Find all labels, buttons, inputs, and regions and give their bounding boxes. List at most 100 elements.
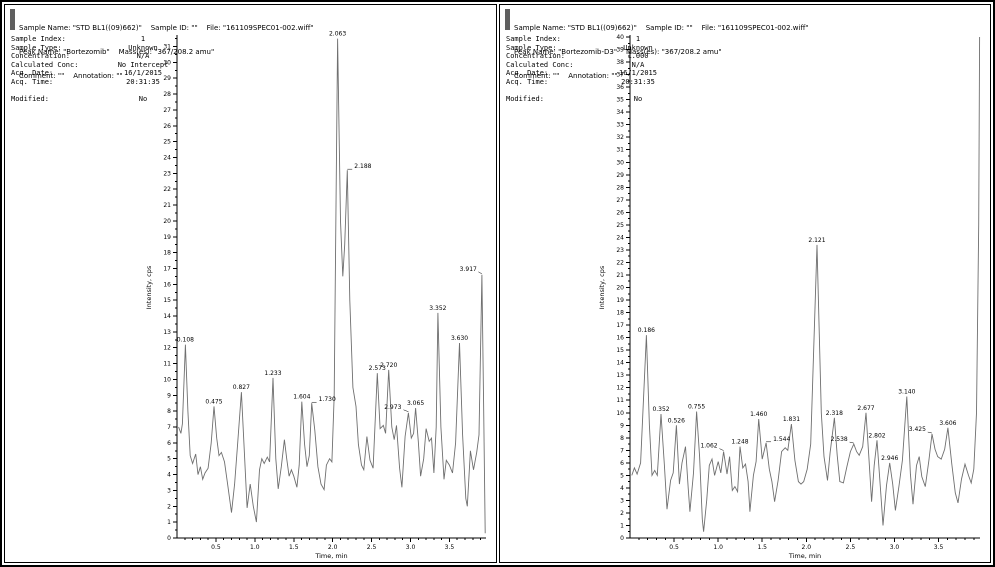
y-axis-tick-label: 2 xyxy=(620,510,624,517)
chromatogram-plot-bortezomib-d3[interactable]: 0123456789101112131415161718192021222324… xyxy=(500,5,990,562)
y-axis-tick-label: 23 xyxy=(163,170,171,177)
info-row: Modified: No xyxy=(11,95,183,104)
y-axis-tick-label: 9 xyxy=(167,392,171,399)
y-axis-tick-label: 17 xyxy=(163,265,171,272)
peak-label: 2.063 xyxy=(329,31,346,38)
y-axis-tick-label: 26 xyxy=(163,123,171,130)
y-axis-tick-label: 28 xyxy=(616,184,624,191)
y-axis-tick-label: 9 xyxy=(620,422,624,429)
x-axis-tick-label: 0.5 xyxy=(211,544,221,551)
axes xyxy=(173,35,486,542)
x-axis-tick-label: 3.5 xyxy=(445,544,455,551)
x-axis-tick-label: 3.0 xyxy=(890,544,900,551)
info-label: Calculated Conc: xyxy=(11,60,79,69)
y-axis-tick-label: 24 xyxy=(616,234,624,241)
x-axis-tick-label: 2.5 xyxy=(846,544,856,551)
info-label: Sample Index: xyxy=(506,35,561,43)
info-value: 1 xyxy=(635,35,641,43)
peak-label: 2.720 xyxy=(380,362,397,369)
info-value: 16/1/2015 xyxy=(619,69,657,77)
y-axis-tick-label: 31 xyxy=(163,44,171,51)
y-axis-tick-label: 14 xyxy=(616,360,624,367)
peak-label: 1.831 xyxy=(783,416,800,423)
y-axis-tick-label: 29 xyxy=(163,75,171,82)
y-axis-tick-label: 13 xyxy=(163,329,171,336)
chromatogram-pane-bortezomib-d3[interactable]: Sample Name: "STD BL1((09)662)" Sample I… xyxy=(499,4,991,563)
peak-label: 0.108 xyxy=(177,337,194,344)
x-axis-tick-label: 1.0 xyxy=(250,544,260,551)
y-axis-tick-label: 5 xyxy=(620,472,624,479)
y-axis-tick-label: 10 xyxy=(163,376,171,383)
y-axis-tick-label: 15 xyxy=(616,347,624,354)
x-axis-tick-label: 3.0 xyxy=(406,544,416,551)
info-label: Modified: xyxy=(11,94,49,103)
info-label: Modified: xyxy=(506,94,544,103)
y-axis-tick-label: 21 xyxy=(163,202,171,209)
peak-label: 2.538 xyxy=(831,436,848,443)
info-label: Concentration: xyxy=(506,52,566,60)
info-row: Sample Type: Unknown xyxy=(11,44,183,53)
x-axis-tick-label: 1.5 xyxy=(757,544,767,551)
peak-label: 0.755 xyxy=(688,403,705,410)
peak-label: 0.827 xyxy=(233,384,250,391)
x-axis-tick-label: 2.0 xyxy=(328,544,338,551)
y-axis-tick-label: 10 xyxy=(616,410,624,417)
chromatogram-pane-bortezomib[interactable]: Sample Name: "STD BL1((09)662)" Sample I… xyxy=(4,4,497,563)
y-axis-tick-label: 27 xyxy=(163,107,171,114)
chromatogram-plot-bortezomib[interactable]: 0123456789101112131415161718192021222324… xyxy=(5,5,496,562)
peak-label: 3.630 xyxy=(451,335,468,342)
info-label: Sample Type: xyxy=(506,43,557,52)
y-axis-tick-label: 22 xyxy=(163,186,171,193)
comment-line: Comment: "" Annotation: "" xyxy=(19,72,123,80)
info-label: Acq. Time: xyxy=(506,77,549,86)
peak-label: 3.140 xyxy=(898,388,915,395)
y-axis-tick-label: 27 xyxy=(616,197,624,204)
info-value: Unknown xyxy=(128,43,158,52)
info-row: Calculated Conc: N/A xyxy=(506,61,678,70)
peak-label: 2.318 xyxy=(826,410,843,417)
y-axis-tick-label: 17 xyxy=(616,322,624,329)
y-axis-tick-label: 1 xyxy=(167,519,171,526)
peak-label: 1.062 xyxy=(700,443,717,450)
info-label: Calculated Conc: xyxy=(506,60,574,69)
peak-label: 0.352 xyxy=(652,406,669,413)
sample-info-table: Sample Index: 1 Sample Type: Unknown Concent… xyxy=(506,35,678,103)
info-value: 20:31:35 xyxy=(126,77,160,86)
info-label: Sample Index: xyxy=(11,35,66,43)
y-axis-tick-label: 12 xyxy=(163,345,171,352)
y-axis-tick-label: 7 xyxy=(620,447,624,454)
peak-label-leader xyxy=(719,448,724,451)
y-axis-tick-label: 35 xyxy=(616,97,624,104)
y-axis-tick-label: 37 xyxy=(616,72,624,79)
y-axis-tick-label: 25 xyxy=(616,222,624,229)
y-axis-tick-label: 11 xyxy=(616,397,624,404)
info-label: Concentration: xyxy=(11,52,71,60)
sample-name-line: Sample Name: "STD BL1((09)662)" Sample I… xyxy=(514,24,809,32)
peak-label: 0.186 xyxy=(638,327,655,334)
y-axis-tick-label: 16 xyxy=(163,281,171,288)
y-axis-tick-label: 30 xyxy=(163,59,171,66)
axes xyxy=(626,35,980,542)
y-axis-tick-label: 6 xyxy=(620,460,624,467)
y-axis-tick-label: 8 xyxy=(167,408,171,415)
peak-label: 1.460 xyxy=(750,411,767,418)
info-value: 20:31:35 xyxy=(621,77,655,86)
peak-label-leader xyxy=(403,409,409,412)
y-axis-tick-label: 0 xyxy=(167,535,171,542)
info-value: 1 xyxy=(140,35,146,43)
y-axis-tick-label: 25 xyxy=(163,139,171,146)
info-label: Acq. Time: xyxy=(11,77,54,86)
y-axis-tick-label: 20 xyxy=(163,218,171,225)
info-row: Acq. Time: 20:31:35 xyxy=(506,78,678,87)
y-axis-tick-label: 26 xyxy=(616,209,624,216)
info-value: No xyxy=(138,94,148,103)
x-axis-tick-label: 3.5 xyxy=(934,544,944,551)
info-value: No xyxy=(633,94,643,103)
y-axis-tick-label: 24 xyxy=(163,154,171,161)
x-axis-tick-label: 1.0 xyxy=(713,544,723,551)
peak-label: 2.573 xyxy=(369,365,386,372)
y-axis-tick-label: 22 xyxy=(616,259,624,266)
peak-label-leader xyxy=(849,441,854,444)
info-row: Calculated Conc: No Intercept xyxy=(11,61,183,70)
y-axis-tick-label: 7 xyxy=(167,424,171,431)
